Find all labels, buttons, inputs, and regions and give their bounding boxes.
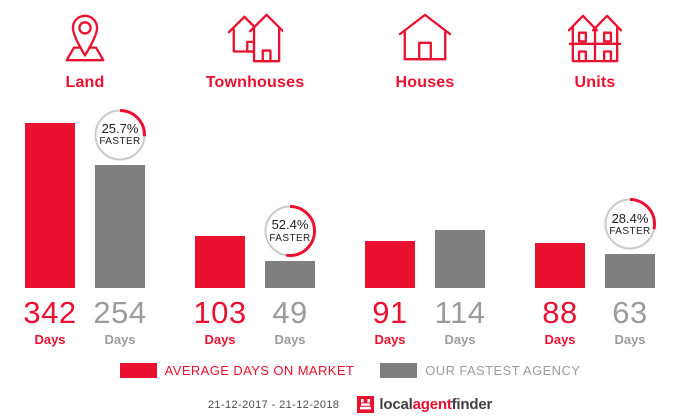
faster-badge-ring-icon: [604, 198, 656, 251]
faster-word: FASTER: [99, 136, 141, 148]
category-header-townhouses: Townhouses: [170, 8, 340, 92]
avg-days-stack: 91 Days: [365, 118, 415, 347]
legend-label-average-days: AVERAGE DAYS ON MARKET: [164, 363, 355, 378]
faster-percent: 25.7%: [101, 120, 139, 136]
fastest-agency-barzone: 52.4% FASTER: [263, 118, 317, 288]
faster-percent: 52.4%: [271, 217, 309, 233]
avg-days-value: 103: [193, 295, 247, 330]
fastest-agency-value: 254: [93, 295, 147, 330]
fastest-agency-barzone: 25.7% FASTER: [94, 108, 146, 288]
avg-days-value: 342: [23, 295, 77, 330]
avg-days-value: 91: [372, 295, 408, 330]
category-label-land: Land: [65, 74, 105, 91]
units-icon: [568, 14, 622, 63]
footer: 21-12-2017 - 21-12-2018 localagentfinder: [0, 396, 700, 413]
fastest-agency-barzone: 28.4% FASTER: [603, 118, 657, 288]
legend-item-fastest-agency: OUR FASTEST AGENCY: [380, 363, 580, 378]
category-label-units: Units: [574, 74, 616, 91]
date-range: 21-12-2017 - 21-12-2018: [207, 398, 340, 411]
faster-badge-text: 28.4% FASTER: [603, 197, 657, 251]
avg-days-bar-land: [25, 123, 75, 288]
avg-days-stack: 342 Days: [23, 118, 77, 347]
fastest-agency-stack: 114 Days: [435, 118, 485, 347]
avg-days-bar-units: [535, 242, 585, 288]
logo-text: localagentfinder: [379, 396, 492, 413]
faster-badge-text: 52.4% FASTER: [263, 204, 317, 258]
category-header-houses: Houses: [340, 8, 510, 92]
fastest-agency-bar-houses: [435, 230, 485, 288]
land-pin-icon: [65, 14, 105, 62]
house-icon: [398, 13, 452, 61]
fastest-agency-value: 49: [272, 295, 308, 330]
avg-days-value: 88: [542, 295, 578, 330]
logo-mark-icon: [357, 396, 375, 413]
faster-badge-text: 25.7% FASTER: [93, 108, 147, 162]
units-icon-box: [568, 8, 622, 68]
bar-group-units: 88 Days 28.4% FASTER: [510, 118, 680, 347]
avg-days-barzone: [195, 118, 245, 288]
fastest-agency-barzone: [435, 118, 485, 288]
legend-swatch-gray: [380, 363, 418, 378]
faster-badge-land: 25.7% FASTER: [93, 108, 147, 162]
legend: AVERAGE DAYS ON MARKET OUR FASTEST AGENC…: [0, 363, 700, 378]
townhouses-icon-box: [227, 8, 283, 68]
avg-days-unit: Days: [34, 332, 66, 347]
fastest-agency-bar-townhouses: [265, 261, 315, 288]
fastest-agency-unit: Days: [274, 332, 306, 347]
fastest-agency-stack: 28.4% FASTER 63 Days: [603, 118, 657, 347]
faster-percent: 28.4%: [611, 210, 649, 226]
category-label-townhouses: Townhouses: [205, 74, 305, 91]
category-label-houses: Houses: [395, 74, 455, 91]
fastest-agency-value: 114: [434, 295, 486, 330]
fastest-agency-bar-land: [95, 164, 145, 288]
fastest-agency-bar-units: [605, 254, 655, 288]
logo-part-finder: finder: [451, 396, 493, 413]
legend-item-average-days: AVERAGE DAYS ON MARKET: [119, 363, 355, 378]
faster-word: FASTER: [269, 232, 311, 244]
avg-days-barzone: [535, 118, 585, 288]
bar-group-townhouses: 103 Days 52.4% FASTER: [170, 118, 340, 347]
logo-part-local: local: [379, 396, 413, 413]
avg-days-unit: Days: [374, 332, 406, 347]
fastest-agency-unit: Days: [104, 332, 136, 347]
legend-label-fastest-agency: OUR FASTEST AGENCY: [425, 363, 581, 378]
category-header-land: Land: [0, 8, 170, 92]
bar-chart: 342 Days 25.7% FASTER: [0, 108, 680, 347]
faster-badge-ring-icon: [264, 205, 316, 257]
avg-days-barzone: [25, 118, 75, 288]
category-header-row: Land Townhouses: [0, 8, 680, 92]
faster-word: FASTER: [609, 226, 651, 238]
avg-days-bar-townhouses: [195, 235, 245, 288]
faster-badge-townhouses: 52.4% FASTER: [263, 204, 317, 258]
fastest-agency-stack: 52.4% FASTER 49 Days: [263, 118, 317, 347]
avg-days-bar-houses: [365, 241, 415, 288]
avg-days-unit: Days: [204, 332, 236, 347]
avg-days-unit: Days: [544, 332, 576, 347]
fastest-agency-value: 63: [612, 295, 648, 330]
avg-days-stack: 88 Days: [535, 118, 585, 347]
avg-days-barzone: [365, 118, 415, 288]
houses-icon-box: [398, 8, 452, 68]
logo-part-agent: agent: [412, 396, 452, 413]
townhouses-icon: [227, 13, 283, 63]
bar-group-houses: 91 Days: [340, 118, 510, 347]
land-icon-box: [58, 8, 112, 68]
category-header-units: Units: [510, 8, 680, 92]
bar-group-land: 342 Days 25.7% FASTER: [0, 108, 170, 347]
fastest-agency-unit: Days: [614, 332, 646, 347]
fastest-agency-unit: Days: [444, 332, 476, 347]
legend-swatch-red: [119, 363, 157, 378]
faster-badge-units: 28.4% FASTER: [603, 197, 657, 251]
avg-days-stack: 103 Days: [193, 118, 247, 347]
localagentfinder-logo: localagentfinder: [357, 396, 492, 413]
fastest-agency-stack: 25.7% FASTER 254 Days: [93, 108, 147, 347]
faster-badge-ring-icon: [94, 108, 146, 161]
